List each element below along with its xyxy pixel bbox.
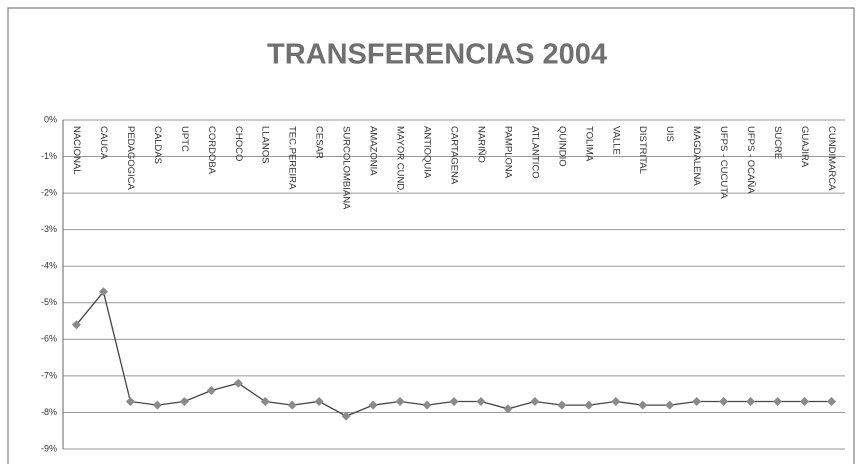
x-tick-label: TEC.PEREIRA (287, 126, 298, 190)
x-tick-label: NACIONAL (71, 126, 82, 175)
x-tick-label: MAYOR CUND. (395, 126, 406, 193)
x-tick-label: UIS (664, 126, 675, 142)
marker (152, 400, 162, 410)
x-tick-label: ATLANTICO (529, 126, 540, 179)
y-tick-label: -7% (41, 370, 57, 380)
marker (665, 400, 675, 410)
marker (530, 396, 540, 406)
marker (71, 320, 81, 330)
marker (341, 411, 351, 421)
x-tick-label: CAUCA (98, 126, 109, 160)
x-tick-label: UFPS - OCAÑA (745, 126, 756, 194)
x-tick-label: CARTAGENA (448, 126, 459, 185)
chart-border (7, 7, 855, 464)
y-tick-label: -5% (41, 297, 57, 307)
x-tick-label: MAGDALENA (691, 126, 702, 186)
x-tick-label: GUAJIRA (799, 126, 810, 168)
y-tick-label: -8% (41, 407, 57, 417)
y-tick-label: -1% (41, 151, 57, 161)
marker (800, 396, 810, 406)
x-tick-label: PAMPLONA (502, 126, 513, 179)
x-tick-label: CHOCO (233, 126, 244, 161)
y-tick-label: -6% (41, 334, 57, 344)
marker (638, 400, 648, 410)
marker (449, 396, 459, 406)
x-tick-label: QUINDIO (556, 126, 567, 167)
marker (287, 400, 297, 410)
x-tick-label: LLANOS (260, 126, 271, 164)
marker (611, 396, 621, 406)
y-tick-label: -9% (41, 443, 57, 453)
marker (557, 400, 567, 410)
x-tick-label: VALLE (610, 126, 621, 155)
x-tick-label: NARIÑO (475, 126, 486, 163)
x-tick-label: CORDOBA (206, 126, 217, 175)
marker (746, 396, 756, 406)
x-tick-label: AMAZONIA (368, 126, 379, 176)
marker (395, 396, 405, 406)
x-tick-label: DISTRITAL (637, 126, 648, 174)
y-tick-label: -2% (41, 187, 57, 197)
marker (314, 396, 324, 406)
x-tick-label: CESAR (314, 126, 325, 159)
x-tick-label: UPTC (179, 126, 190, 152)
x-tick-label: SUCRE (772, 126, 783, 159)
x-tick-label: CALDAS (152, 126, 163, 164)
marker (125, 396, 135, 406)
marker (368, 400, 378, 410)
marker (179, 396, 189, 406)
marker (98, 287, 108, 297)
marker (476, 396, 486, 406)
x-tick-label: TOLIMA (583, 126, 594, 162)
y-tick-label: 0% (44, 114, 57, 124)
marker (584, 400, 594, 410)
x-tick-label: ANTIOQUIA (422, 126, 433, 179)
y-tick-label: -4% (41, 261, 57, 271)
x-tick-label: PEDAGOGICA (125, 126, 136, 191)
marker (503, 404, 513, 414)
marker (719, 396, 729, 406)
marker (692, 396, 702, 406)
chart-title: TRANSFERENCIAS 2004 (267, 39, 607, 71)
x-tick-label: SURCOLOMBIANA (341, 126, 352, 210)
x-tick-label: CUNDIMARCA (826, 126, 837, 191)
marker (260, 396, 270, 406)
x-tick-label: UFPS - CUCUTA (718, 126, 729, 199)
marker (206, 386, 216, 396)
marker (827, 396, 837, 406)
y-tick-label: -3% (41, 224, 57, 234)
marker (773, 396, 783, 406)
marker (422, 400, 432, 410)
marker (233, 378, 243, 388)
